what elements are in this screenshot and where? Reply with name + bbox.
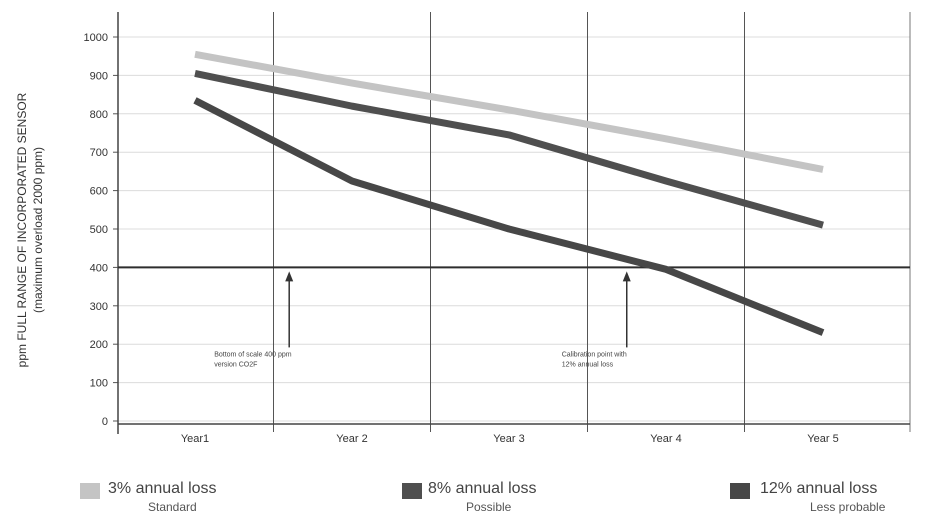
y-tick-label: 0	[102, 416, 108, 428]
series-line-1	[194, 70, 824, 229]
y-tick-label: 900	[90, 70, 108, 82]
chart-svg: 0 100 200 300 400 500 600 700 800 900 1000 Year1 Yea…	[15, 12, 911, 445]
legend-item-12pct: 12% annual loss Less probable	[730, 476, 928, 516]
y-tick-label: 300	[90, 301, 108, 313]
annotation-text: Calibration point with	[562, 351, 627, 358]
annotation-text: 12% annual loss	[562, 361, 614, 368]
y-tick-label: 1000	[84, 32, 108, 44]
legend-label-3pct: 3% annual loss	[108, 480, 217, 497]
legend-swatch-12pct	[730, 483, 750, 499]
x-tick-label: Year 4	[650, 433, 681, 445]
legend-sublabel-8pct: Possible	[466, 500, 512, 514]
series-line-0	[194, 50, 824, 173]
y-tick-label: 600	[90, 186, 108, 198]
x-tick-label: Year 5	[807, 433, 838, 445]
x-tick-label: Year1	[181, 433, 209, 445]
legend-label-8pct: 8% annual loss	[428, 480, 537, 497]
y-tick-label: 400	[90, 262, 108, 274]
legend-swatch-8pct	[402, 483, 422, 499]
y-tick-label: 100	[90, 378, 108, 390]
x-tick-label: Year 2	[336, 433, 367, 445]
legend-swatch-3pct	[80, 483, 100, 499]
legend-item-3pct: 3% annual loss Standard	[80, 476, 280, 516]
y-tick-label: 700	[90, 147, 108, 159]
annotation-text: Bottom of scale 400 ppm	[214, 351, 292, 358]
legend-label-12pct: 12% annual loss	[760, 480, 878, 497]
x-tick-label: Year 3	[493, 433, 524, 445]
y-tick-label: 200	[90, 339, 108, 351]
series-line-2	[193, 97, 825, 336]
legend-sublabel-12pct: Less probable	[810, 500, 886, 514]
legend-item-8pct: 8% annual loss Possible	[402, 476, 602, 516]
y-tick-label: 800	[90, 109, 108, 121]
legend-sublabel-3pct: Standard	[148, 500, 197, 514]
y-tick-label: 500	[90, 224, 108, 236]
annotation-text: version CO2F	[214, 361, 257, 368]
y-axis-label-line1: ppm FULL RANGE OF INCORPORATED SENSOR	[15, 92, 29, 367]
y-axis-label-line2: (maximum overload 2000 ppm)	[31, 147, 45, 313]
annotation-arrow-head	[622, 271, 631, 282]
annotation-arrow-head	[285, 271, 294, 282]
